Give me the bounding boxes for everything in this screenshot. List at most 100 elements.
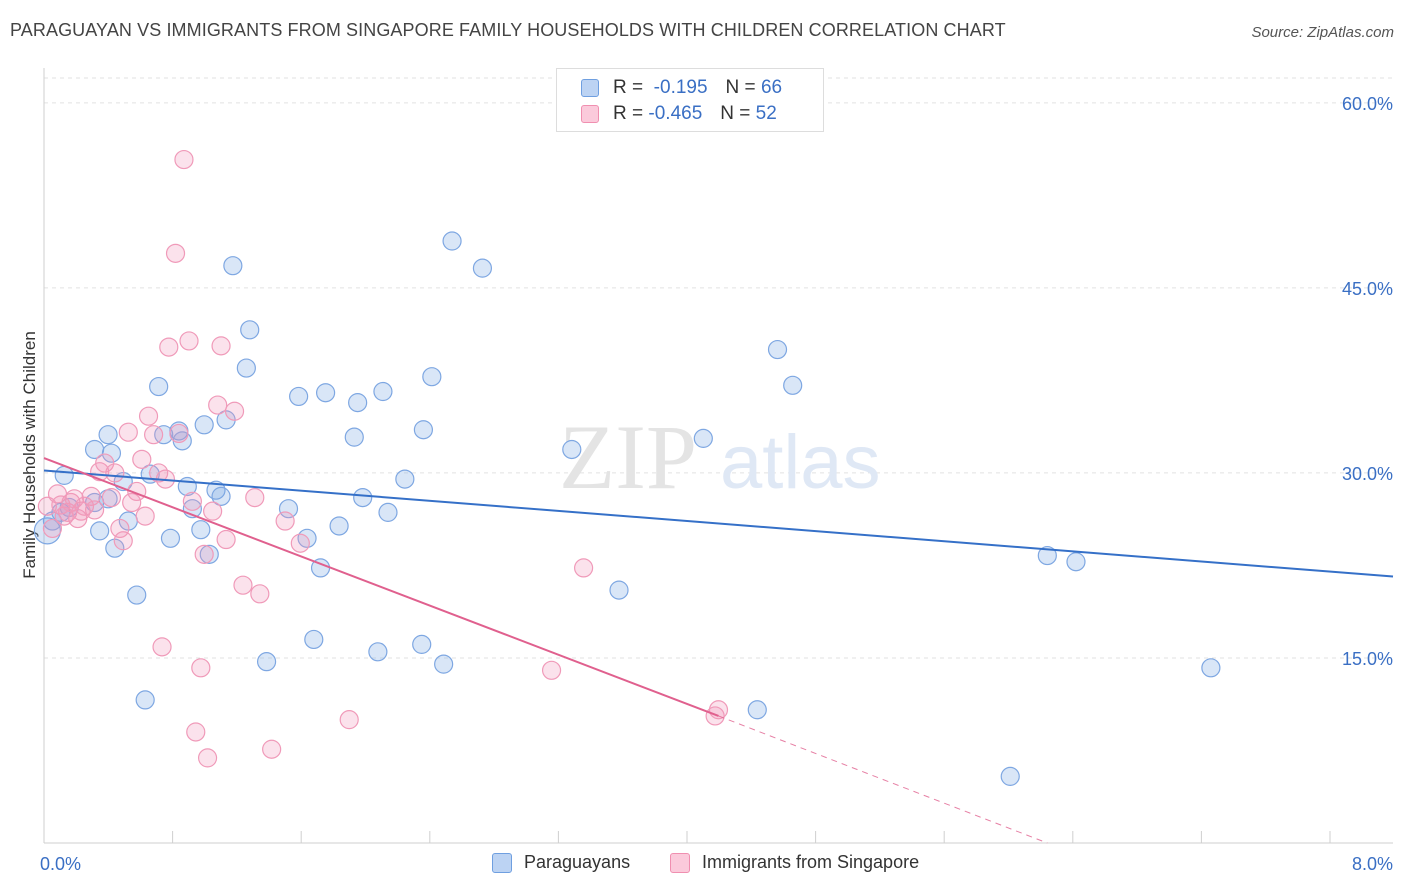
point-paraguayans	[562, 439, 582, 460]
point-singapore	[191, 658, 211, 678]
point-singapore	[179, 331, 199, 351]
point-singapore	[122, 492, 142, 513]
point-paraguayans	[353, 487, 373, 508]
point-singapore	[84, 500, 105, 520]
point-paraguayans	[160, 528, 181, 548]
point-paraguayans	[1000, 766, 1020, 786]
point-singapore	[250, 584, 270, 604]
point-singapore	[245, 487, 265, 508]
point-paraguayans	[472, 258, 493, 278]
point-paraguayans	[783, 375, 803, 395]
point-singapore	[101, 487, 122, 508]
tick-labels: 15.0% 30.0% 45.0% 60.0% 0.0% 8.0%	[40, 94, 1393, 874]
point-paraguayans	[191, 520, 211, 540]
point-paraguayans	[154, 425, 174, 445]
axes	[43, 68, 1393, 844]
legend-swatch-blue	[492, 852, 512, 873]
point-paraguayans	[1066, 552, 1086, 572]
point-singapore	[113, 531, 133, 551]
point-singapore	[182, 491, 202, 511]
legend-label: Immigrants from Singapore	[702, 852, 920, 872]
point-paraguayans	[422, 367, 442, 387]
trend-lines	[43, 457, 1394, 844]
point-paraguayans	[434, 654, 454, 674]
watermark: ZIP atlas	[559, 406, 881, 508]
point-paraguayans	[348, 393, 368, 413]
point-paraguayans	[256, 652, 277, 672]
y-tick-label: 60.0%	[1342, 94, 1393, 114]
point-singapore	[233, 575, 253, 595]
point-singapore	[169, 423, 189, 444]
watermark-zip: ZIP	[559, 406, 697, 508]
data-points	[33, 149, 1221, 786]
point-paraguayans	[127, 585, 147, 605]
legend-swatch-blue	[581, 79, 599, 97]
point-singapore	[132, 449, 152, 469]
point-paraguayans	[329, 516, 349, 536]
n-label: N =	[720, 103, 751, 124]
n-value: 52	[755, 103, 777, 124]
stats-legend: R = -0.195 N = 66 R = -0.465 N = 52	[556, 68, 824, 132]
x-tick-label: 8.0%	[1352, 854, 1393, 874]
point-paraguayans	[344, 427, 364, 447]
n-value: 66	[760, 77, 783, 98]
point-paraguayans	[149, 376, 169, 397]
point-paraguayans	[413, 420, 434, 440]
point-singapore	[152, 637, 172, 657]
point-singapore	[105, 463, 125, 483]
series-legend: Paraguayans Immigrants from Singapore	[0, 852, 1406, 876]
legend-item-singapore: Immigrants from Singapore	[670, 852, 919, 873]
point-paraguayans	[194, 415, 214, 435]
point-paraguayans	[98, 425, 118, 445]
legend-swatch-pink	[581, 105, 599, 123]
point-paraguayans	[101, 443, 122, 463]
point-paraguayans	[316, 383, 336, 403]
point-paraguayans	[236, 358, 256, 378]
r-label: R =	[613, 103, 644, 124]
y-tick-label: 30.0%	[1342, 464, 1393, 484]
x-tick-label: 0.0%	[40, 854, 81, 874]
point-singapore	[705, 706, 725, 726]
point-singapore	[165, 243, 186, 263]
point-singapore	[95, 453, 115, 473]
point-paraguayans	[211, 486, 231, 506]
point-paraguayans	[767, 339, 788, 360]
point-paraguayans	[135, 690, 155, 710]
point-paraguayans	[442, 231, 462, 251]
point-paraguayans	[206, 480, 226, 500]
point-singapore	[174, 149, 194, 170]
trend-line-singapore	[43, 457, 719, 717]
point-singapore	[74, 496, 95, 516]
point-singapore	[186, 722, 206, 742]
point-singapore	[541, 660, 562, 680]
point-paraguayans	[368, 642, 388, 662]
r-value: -0.195	[653, 77, 708, 98]
point-paraguayans	[609, 580, 629, 600]
point-singapore	[275, 511, 295, 531]
y-tick-label: 15.0%	[1342, 649, 1393, 669]
y-tick-label: 45.0%	[1342, 279, 1393, 299]
point-singapore	[135, 506, 155, 526]
point-singapore	[573, 558, 594, 578]
point-singapore	[216, 529, 236, 550]
legend-item-paraguayans: Paraguayans	[492, 852, 630, 873]
point-singapore	[118, 422, 138, 442]
r-value: -0.465	[648, 103, 703, 124]
point-paraguayans	[223, 256, 243, 276]
legend-swatch-pink	[670, 852, 690, 873]
trend-line-paraguayans	[43, 469, 1394, 578]
point-singapore	[224, 401, 245, 421]
point-singapore	[208, 395, 228, 415]
point-paraguayans	[378, 502, 398, 522]
r-label: R =	[613, 77, 644, 98]
point-singapore	[211, 336, 231, 356]
point-paraguayans	[693, 428, 713, 448]
point-paraguayans	[395, 469, 415, 489]
point-singapore	[194, 544, 214, 564]
point-paraguayans	[90, 521, 110, 541]
point-singapore	[339, 710, 359, 730]
stats-row-paraguayans: R = -0.195 N = 66	[581, 76, 782, 100]
point-singapore	[138, 406, 159, 426]
point-singapore	[144, 425, 164, 445]
